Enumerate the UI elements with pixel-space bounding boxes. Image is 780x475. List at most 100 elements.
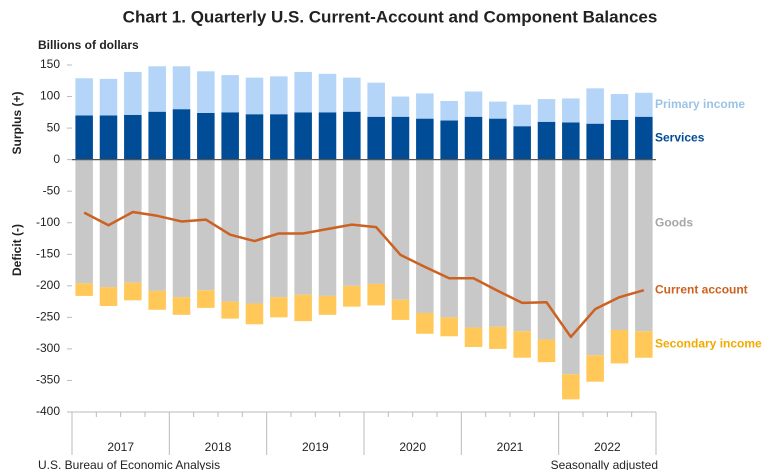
series-label: Current account [655,282,748,296]
y-tick-label: -300 [36,341,60,355]
series-label: Secondary income [655,337,762,351]
bar [270,114,288,160]
bar [610,119,629,160]
bar [464,91,483,117]
bar [586,123,604,160]
bar [75,159,93,284]
y-label-negative: Deficit (-) [10,224,24,276]
bar [537,99,556,122]
bar [270,76,288,115]
bar [75,283,93,296]
bar [562,122,580,160]
bar [124,114,142,160]
bar [440,317,458,337]
bar [391,96,410,117]
bar [489,118,507,160]
line [83,210,645,339]
bar [537,339,556,363]
bar [391,116,410,160]
y-label-positive: Surplus (+) [10,91,24,154]
year-label: 2021 [497,440,524,454]
bar [221,112,239,160]
bar [391,159,410,300]
bar [124,282,142,301]
bar [197,290,215,308]
bar [489,326,507,349]
bar [75,115,93,160]
bar [513,104,531,127]
bar [294,294,312,322]
bar [197,159,215,291]
bar [513,126,531,160]
bar [148,66,166,112]
y-unit-label: Billions of dollars [38,38,139,52]
year-label: 2020 [399,440,426,454]
y-tick-label: 0 [53,152,60,166]
bar [99,159,118,288]
bar [245,77,264,115]
bar [343,77,361,112]
source: U.S. Bureau of Economic Analysis [38,458,220,470]
bar [367,283,385,306]
y-tick-label: -350 [36,373,60,387]
year-label: 2022 [594,440,621,454]
bar [610,159,629,330]
bar [367,159,385,284]
bar [172,66,191,110]
year-label: 2017 [107,440,134,454]
bar [318,73,337,113]
bar [440,120,458,160]
y-tick-label: -100 [36,215,60,229]
bar [197,71,215,113]
bar [124,159,142,283]
bar [537,159,556,340]
bar [294,71,312,113]
series-label: Services [655,130,705,144]
year-label: 2019 [302,440,329,454]
bar [245,159,264,304]
y-tick-label: 150 [40,57,60,71]
bar [221,159,239,302]
bar [635,92,653,117]
y-tick-label: 50 [47,120,61,134]
y-tick-label: -50 [43,183,61,197]
bar [562,374,580,400]
bar [148,111,166,160]
bar [148,290,166,310]
series-label: Goods [655,216,693,230]
bar [635,116,653,160]
bar [245,303,264,325]
bar [513,331,531,358]
bar [75,78,93,116]
bar [148,159,166,291]
bar [99,78,118,116]
y-tick-label: -150 [36,246,60,260]
bar [318,295,337,315]
year-label: 2018 [205,440,232,454]
y-tick-label: -250 [36,310,60,324]
bar [610,329,629,364]
bar [367,116,385,160]
bar [99,287,118,307]
bar [440,159,458,318]
bar [343,111,361,160]
y-tick-label: 100 [40,89,60,103]
bar [221,301,239,319]
bar [245,114,264,160]
y-tick-label: -400 [36,404,60,418]
bar [172,297,191,315]
bar [416,118,434,160]
bar [416,312,434,334]
bar [270,159,288,298]
bar [294,112,312,160]
bar [124,71,142,115]
bar [440,100,458,121]
bar [464,116,483,160]
bar [416,159,434,313]
bar [197,112,215,160]
bar [489,159,507,327]
chart-title: Chart 1. Quarterly U.S. Current-Account … [123,7,658,26]
bar [464,327,483,348]
bar [586,355,604,382]
